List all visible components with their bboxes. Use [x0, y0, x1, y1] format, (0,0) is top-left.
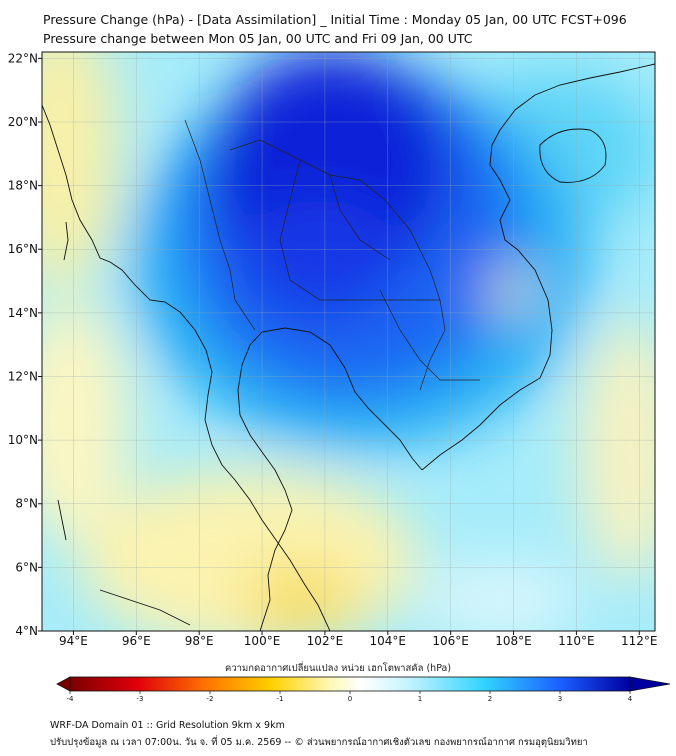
colorbar-tick-label: -3	[137, 695, 144, 703]
lon-label: 106°E	[432, 634, 469, 648]
colorbar-tick-label: -2	[207, 695, 214, 703]
colorbar-tick-label: 2	[488, 695, 492, 703]
lat-label: 10°N	[8, 433, 38, 447]
footer-credit: ปรับปรุงข้อมูล ณ เวลา 07:00น. วัน จ. ที่…	[50, 737, 588, 748]
colorbar-title: ความกดอากาศเปลี่ยนแปลง หน่วย เฮกโตพาสคัล…	[224, 663, 452, 674]
lat-label: 12°N	[8, 369, 38, 383]
map-subtitle: Pressure change between Mon 05 Jan, 00 U…	[43, 31, 473, 46]
lat-label: 4°N	[15, 624, 38, 638]
coastlines	[42, 63, 655, 631]
lat-label: 22°N	[8, 51, 38, 65]
lat-label: 6°N	[15, 560, 38, 574]
colorbar: -4 -3 -2 -1 0 1 2 3 4	[56, 676, 671, 703]
footer-domain-info: WRF-DA Domain 01 :: Grid Resolution 9km …	[50, 720, 285, 731]
lon-label: 112°E	[621, 634, 658, 648]
pressure-field	[42, 52, 655, 631]
colorbar-ticks: -4 -3 -2 -1 0 1 2 3 4	[67, 691, 633, 703]
gridlines	[42, 52, 655, 631]
colorbar-tick-label: 0	[348, 695, 352, 703]
lon-label: 94°E	[59, 634, 88, 648]
lon-label: 104°E	[370, 634, 407, 648]
lon-label: 100°E	[244, 634, 281, 648]
colorbar-tick-label: 4	[628, 695, 633, 703]
colorbar-tick-label: -4	[67, 695, 75, 703]
colorbar-extend-high	[629, 676, 671, 692]
colorbar-tick-label: 3	[558, 695, 562, 703]
lon-label: 98°E	[185, 634, 214, 648]
colorbar-extend-low	[56, 676, 71, 692]
longitude-labels: 94°E 96°E 98°E 100°E 102°E 104°E 106°E 108°E 110…	[59, 631, 658, 648]
lon-label: 102°E	[307, 634, 344, 648]
lon-label: 108°E	[495, 634, 532, 648]
lat-label: 16°N	[8, 242, 38, 256]
lat-label: 18°N	[8, 179, 38, 193]
lat-label: 8°N	[15, 497, 38, 511]
colorbar-tick-label: 1	[418, 695, 422, 703]
lat-label: 14°N	[8, 306, 38, 320]
lon-label: 110°E	[558, 634, 595, 648]
latitude-labels: 22°N 20°N 18°N 16°N 14°N 12°N 10°N 8°N 6°N 4°N	[8, 51, 42, 638]
country-borders	[184, 119, 480, 391]
map-frame	[41, 51, 656, 632]
colorbar-tick-label: -1	[277, 695, 284, 703]
map-title: Pressure Change (hPa) - [Data Assimilati…	[43, 12, 627, 27]
lon-label: 96°E	[122, 634, 151, 648]
colorbar-gradient	[69, 676, 631, 692]
lat-label: 20°N	[8, 115, 38, 129]
